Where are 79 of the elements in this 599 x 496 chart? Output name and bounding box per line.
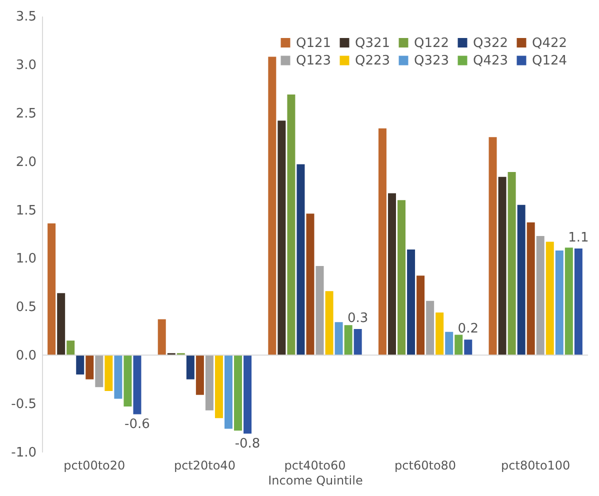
bar (378, 128, 386, 356)
bar (398, 200, 406, 356)
bar (407, 250, 416, 356)
bar (95, 355, 104, 388)
bar (287, 94, 296, 356)
bar (526, 222, 535, 356)
bar (66, 340, 75, 356)
x-tick-label: pct80to100 (501, 458, 570, 472)
legend-label: Q123 (296, 54, 332, 68)
bar (133, 355, 142, 414)
bar (344, 325, 352, 356)
bar (306, 214, 314, 356)
bar (244, 355, 252, 434)
legend-label: Q122 (414, 36, 450, 51)
bar (278, 120, 286, 356)
bar (464, 340, 472, 356)
data-label: -0.8 (234, 436, 260, 452)
x-axis-title: Income Quintile (268, 474, 363, 488)
bar (124, 355, 132, 406)
bar (488, 137, 497, 356)
bar (325, 291, 334, 356)
data-label: 0.3 (347, 310, 368, 326)
bar (564, 248, 573, 356)
legend-label: Q124 (532, 54, 568, 68)
y-tick-label: -0.5 (11, 397, 36, 412)
bar (536, 236, 544, 356)
bar (268, 56, 276, 356)
bar (316, 266, 324, 356)
bar (158, 319, 166, 356)
y-tick-label: 1.0 (16, 252, 36, 267)
legend-label: Q323 (414, 54, 450, 68)
y-tick-label: 2.5 (16, 106, 36, 122)
legend-label: Q422 (532, 36, 568, 51)
bar (416, 276, 425, 356)
data-label: -0.6 (124, 417, 150, 432)
bar (426, 300, 434, 356)
y-tick-label: -1.0 (11, 446, 36, 460)
x-tick-label: pct00to20 (64, 458, 126, 472)
y-tick-label: 3.0 (16, 58, 36, 73)
bar (498, 176, 506, 356)
bar (76, 355, 84, 374)
bar (224, 355, 232, 429)
bar (205, 355, 214, 410)
bar (214, 355, 223, 418)
bar (354, 328, 362, 356)
bar (388, 193, 396, 356)
data-label: 0.2 (458, 322, 478, 337)
bar (114, 355, 122, 399)
bar (296, 164, 305, 356)
bar (86, 355, 94, 380)
legend-label: Q121 (296, 36, 332, 51)
bar (517, 204, 526, 356)
x-tick-label: pct20to40 (174, 458, 236, 472)
x-tick-label: pct40to60 (284, 458, 346, 472)
bar (508, 172, 516, 356)
bar (186, 355, 194, 380)
bar (57, 293, 66, 356)
x-tick-label: pct60to80 (394, 458, 456, 472)
legend-label: Q423 (473, 54, 508, 68)
bar (334, 322, 343, 356)
bar (445, 332, 454, 356)
legend-label: Q223 (355, 54, 390, 68)
bar (454, 334, 463, 356)
y-tick-label: 3.5 (16, 10, 36, 24)
legend-label: Q321 (355, 36, 390, 51)
y-tick-label: 1.5 (16, 203, 36, 218)
bar (104, 355, 113, 391)
bar (234, 355, 242, 431)
y-tick-label: 2.0 (16, 154, 36, 170)
bar (196, 355, 204, 395)
bar (546, 242, 554, 356)
bar (574, 248, 582, 356)
bar (555, 250, 564, 356)
y-tick-label: 0.0 (16, 348, 36, 364)
data-label: 1.1 (568, 230, 589, 246)
y-tick-label: 0.5 (16, 300, 36, 316)
bar (48, 223, 56, 356)
legend-label: Q322 (473, 36, 508, 51)
bar (436, 312, 444, 356)
